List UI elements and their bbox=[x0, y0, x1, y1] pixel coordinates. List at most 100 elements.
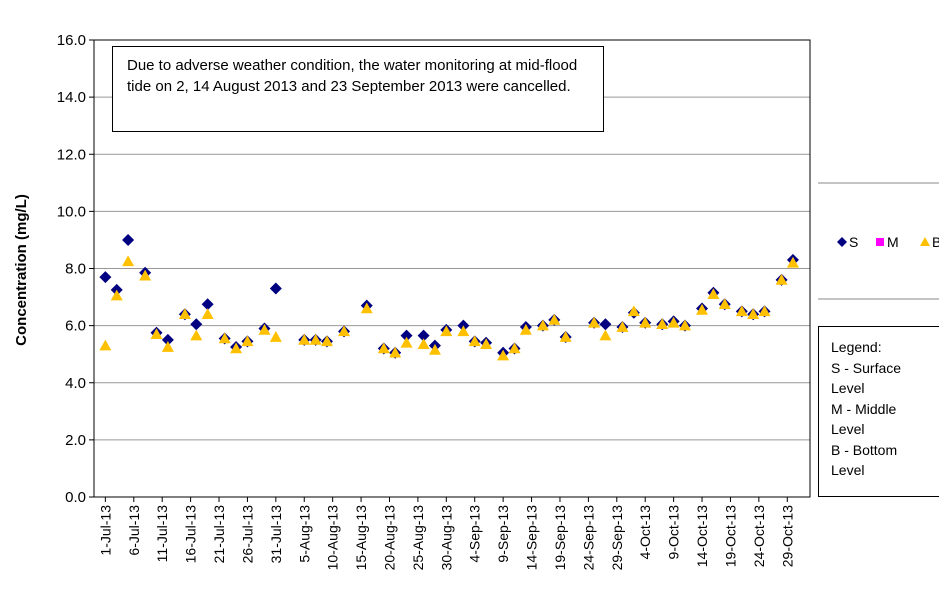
point bbox=[99, 339, 112, 351]
point bbox=[696, 303, 709, 315]
point bbox=[468, 335, 481, 347]
legend-note-line: M - Middle Level bbox=[831, 400, 897, 438]
point bbox=[400, 329, 413, 342]
x-tick-label: 19-Sep-13 bbox=[552, 505, 568, 571]
point bbox=[497, 349, 510, 361]
point bbox=[122, 233, 135, 246]
point bbox=[122, 255, 135, 267]
point bbox=[161, 341, 174, 352]
point bbox=[707, 288, 720, 300]
point bbox=[616, 321, 629, 332]
legend-note-line: S - Surface Level bbox=[831, 359, 902, 397]
point bbox=[338, 325, 351, 337]
x-tick-label: 16-Jul-13 bbox=[183, 505, 199, 564]
annotation: Due to adverse weather condition, the wa… bbox=[112, 46, 604, 132]
x-tick-label: 24-Oct-13 bbox=[751, 505, 767, 567]
y-tick-label: 14.0 bbox=[57, 89, 86, 106]
point bbox=[190, 318, 203, 331]
y-tick-label: 10.0 bbox=[57, 203, 86, 220]
point bbox=[389, 346, 402, 358]
point bbox=[627, 305, 640, 317]
point bbox=[559, 331, 572, 342]
x-tick-label: 26-Jul-13 bbox=[239, 505, 255, 564]
legend-note-line: Legend: bbox=[831, 339, 882, 355]
point bbox=[599, 318, 612, 331]
point bbox=[440, 325, 453, 337]
point bbox=[536, 319, 549, 331]
point bbox=[241, 335, 254, 347]
point bbox=[588, 316, 601, 328]
x-tick-label: 14-Oct-13 bbox=[694, 505, 710, 567]
y-tick-label: 8.0 bbox=[65, 261, 86, 278]
point bbox=[400, 336, 413, 348]
x-tick-label: 25-Aug-13 bbox=[410, 505, 426, 571]
point bbox=[519, 323, 532, 335]
point bbox=[139, 269, 152, 281]
point bbox=[548, 313, 561, 325]
point bbox=[639, 316, 652, 328]
x-tick-label: 14-Sep-13 bbox=[524, 505, 540, 571]
point bbox=[417, 329, 430, 342]
point bbox=[786, 256, 799, 268]
point bbox=[360, 302, 373, 314]
point bbox=[656, 318, 669, 329]
y-tick-label: 6.0 bbox=[65, 318, 86, 335]
point bbox=[599, 329, 612, 341]
x-tick-label: 31-Jul-13 bbox=[268, 505, 284, 564]
point bbox=[480, 338, 493, 349]
point bbox=[298, 333, 311, 345]
y-tick-label: 12.0 bbox=[57, 146, 86, 163]
x-tick-label: 21-Jul-13 bbox=[211, 505, 227, 564]
point bbox=[178, 308, 191, 319]
point bbox=[718, 298, 731, 310]
x-tick-label: 30-Aug-13 bbox=[438, 505, 454, 571]
point bbox=[230, 342, 243, 354]
point bbox=[320, 335, 333, 347]
x-tick-label: 15-Aug-13 bbox=[353, 505, 369, 571]
x-tick-label: 6-Jul-13 bbox=[126, 505, 142, 556]
x-tick-label: 5-Aug-13 bbox=[296, 505, 312, 563]
x-tick-label: 1-Jul-13 bbox=[97, 505, 113, 556]
point bbox=[258, 323, 271, 335]
legend-label: S bbox=[849, 234, 858, 250]
y-tick-label: 0.0 bbox=[65, 489, 86, 506]
point bbox=[377, 342, 390, 354]
x-tick-label: 19-Oct-13 bbox=[722, 505, 738, 567]
point bbox=[428, 343, 441, 355]
point bbox=[735, 305, 748, 317]
x-tick-label: 9-Oct-13 bbox=[666, 505, 682, 560]
point bbox=[99, 271, 112, 284]
point bbox=[150, 328, 163, 339]
point bbox=[269, 331, 282, 342]
y-tick-label: 2.0 bbox=[65, 432, 86, 449]
x-tick-label: 4-Oct-13 bbox=[637, 505, 653, 560]
point bbox=[417, 338, 430, 349]
y-tick-label: 16.0 bbox=[57, 32, 86, 49]
x-tick-label: 11-Jul-13 bbox=[154, 505, 170, 563]
legend-marker bbox=[876, 238, 884, 246]
legend-note: Legend: S - Surface Level M - Middle Lev… bbox=[818, 326, 939, 497]
point bbox=[775, 273, 788, 285]
legend-marker bbox=[837, 237, 847, 247]
point bbox=[269, 282, 282, 295]
plot-border bbox=[93, 39, 811, 498]
point bbox=[309, 333, 322, 345]
x-tick-label: 10-Aug-13 bbox=[325, 505, 341, 571]
point bbox=[758, 305, 771, 317]
point bbox=[110, 289, 123, 301]
point bbox=[667, 316, 680, 328]
point bbox=[747, 308, 760, 319]
x-tick-label: 4-Sep-13 bbox=[467, 505, 483, 563]
point bbox=[190, 329, 203, 341]
point bbox=[678, 319, 691, 331]
point bbox=[218, 332, 231, 344]
y-tick-label: 4.0 bbox=[65, 375, 86, 392]
legend-label: M bbox=[887, 234, 899, 250]
point bbox=[508, 342, 521, 354]
legend-marker bbox=[920, 237, 930, 246]
y-axis-label: Concentration (mg/L) bbox=[13, 194, 30, 346]
point bbox=[201, 308, 214, 319]
point bbox=[161, 333, 174, 346]
legend-label: B bbox=[932, 234, 939, 250]
x-tick-label: 29-Oct-13 bbox=[779, 505, 795, 567]
